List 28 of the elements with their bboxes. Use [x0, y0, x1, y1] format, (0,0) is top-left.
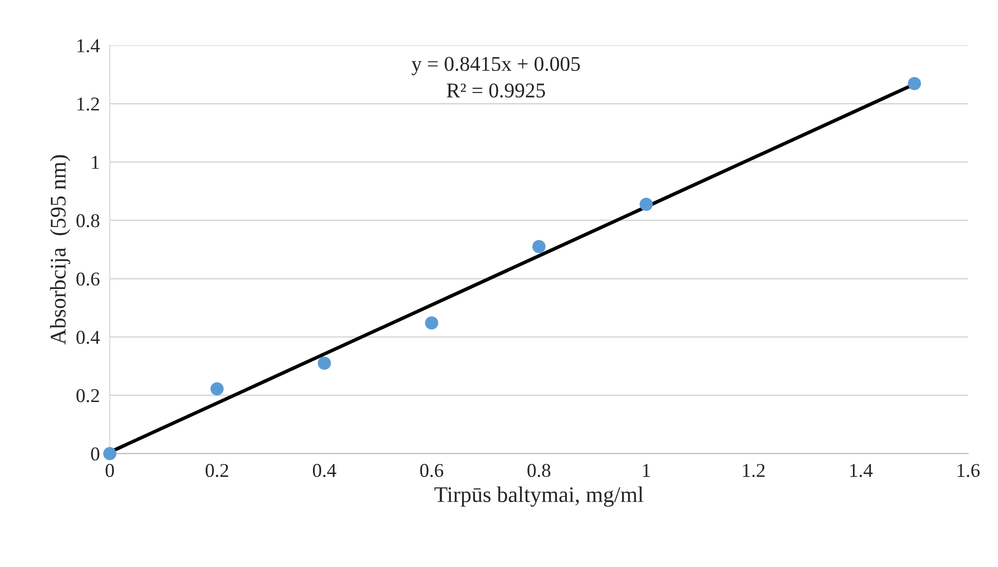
x-tick-label: 1.6 — [958, 464, 980, 478]
point — [425, 316, 438, 330]
point — [103, 447, 116, 460]
x-axis-title: Tirpūs baltymai, mg/ml — [434, 486, 644, 507]
y-tick-label: 1 — [92, 156, 99, 169]
point — [908, 76, 922, 90]
x-tick-label: 0.2 — [206, 464, 228, 478]
x-tick-label: 0 — [106, 464, 114, 478]
y-tick-label: 1.4 — [77, 39, 100, 52]
point — [532, 240, 546, 254]
x-tick-label: 0.6 — [420, 464, 444, 478]
y-tick-label: 0.8 — [76, 214, 100, 228]
x-tick-label: 0.8 — [528, 464, 550, 478]
y-tick-label: 0 — [91, 447, 100, 461]
y-tick-label: 0.6 — [76, 272, 100, 286]
y-tick-label: 1.2 — [77, 98, 99, 111]
x-tick-label: 1.4 — [850, 464, 873, 478]
annotation: R² = 0.9925 — [446, 83, 545, 98]
y-tick-label: 0.4 — [76, 330, 100, 344]
point — [210, 382, 224, 396]
x-tick-label: 1 — [643, 464, 650, 477]
y-axis-title: Absorbcija (595 nm) — [50, 155, 70, 345]
point — [640, 198, 653, 211]
point — [318, 356, 331, 370]
x-tick-label: 0.4 — [312, 464, 336, 478]
x-tick-label: 1.2 — [743, 464, 765, 478]
annotation: y = 0.8415x + 0.005 — [412, 56, 580, 76]
y-tick-label: 0.2 — [76, 389, 99, 402]
